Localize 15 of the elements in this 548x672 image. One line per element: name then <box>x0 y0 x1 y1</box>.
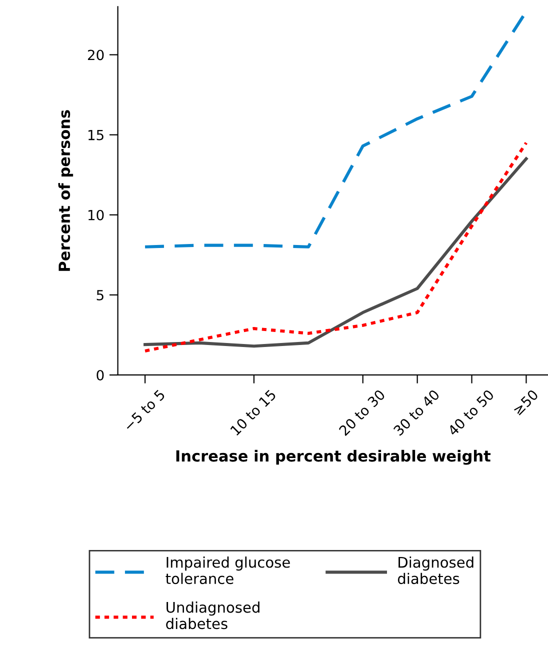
y-tick-label: 20 <box>88 50 104 60</box>
legend-label: Diagnosed diabetes <box>398 556 474 584</box>
y-tick-label: 15 <box>88 130 104 140</box>
legend-label: Undiagnosed diabetes <box>166 602 260 630</box>
x-axis-title: Increase in percent desirable weight <box>176 450 491 465</box>
x-tick-label: 40 to 50 <box>447 388 495 436</box>
legend-label: Impaired glucose tolerance <box>166 556 290 584</box>
x-tick-label: −5 to 5 <box>123 389 166 432</box>
x-tick-label: 20 to 30 <box>338 388 386 436</box>
x-tick-label: 10 to 15 <box>230 389 276 436</box>
y-tick-label: 10 <box>88 210 104 220</box>
y-tick-label: 0 <box>96 370 104 380</box>
y-tick-label: 5 <box>96 290 104 300</box>
x-tick-label: 30 to 40 <box>392 388 440 436</box>
y-axis-title: Percent of persons <box>58 110 74 271</box>
